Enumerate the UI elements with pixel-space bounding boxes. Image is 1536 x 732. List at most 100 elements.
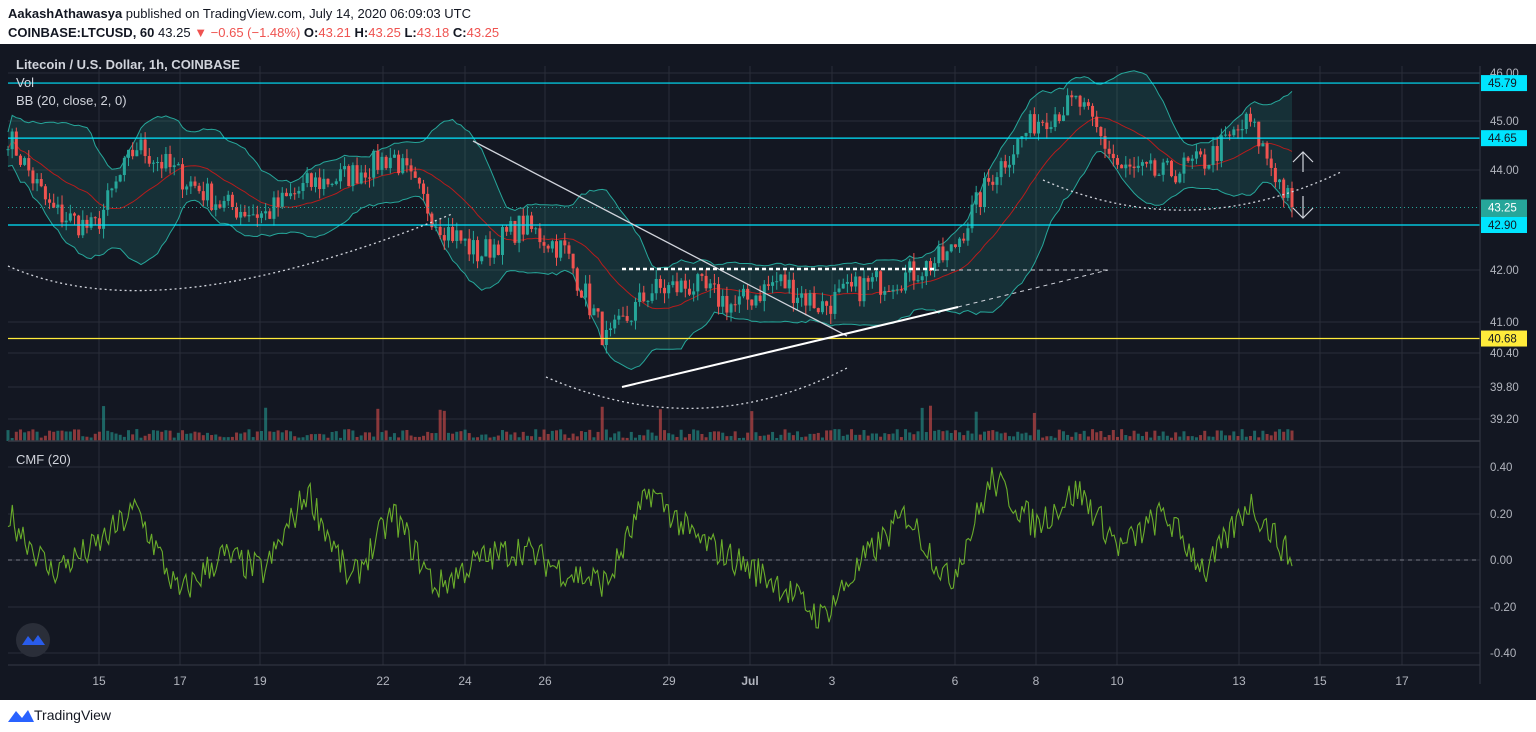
candle-body xyxy=(609,328,613,330)
candle-body xyxy=(297,190,301,194)
volume-bar xyxy=(322,434,326,441)
candle-body xyxy=(1157,174,1161,176)
volume-bar xyxy=(97,431,101,441)
chart-container[interactable]: 46.00 45.00 44.00 42.00 41.00 40.40 39.80 39.20… xyxy=(0,44,1536,700)
volume-bar xyxy=(1045,436,1049,441)
volume-bar xyxy=(1203,430,1207,441)
volume-bar xyxy=(604,429,608,441)
volume-bar xyxy=(480,434,484,441)
volume-bar xyxy=(987,430,991,441)
candle-body xyxy=(301,183,305,191)
candle-body xyxy=(205,183,209,201)
footer-brand[interactable]: TradingView xyxy=(34,707,112,723)
candle-body xyxy=(534,228,538,230)
candle-body xyxy=(1111,153,1115,159)
volume-bar xyxy=(1120,429,1124,441)
volume-bar xyxy=(538,436,542,441)
candle-body xyxy=(1103,136,1107,149)
volume-bar xyxy=(417,436,421,441)
volume-bar xyxy=(309,434,313,441)
publish-info: AakashAthawasya published on TradingView… xyxy=(8,6,471,21)
candle-body xyxy=(127,149,131,158)
bb-legend[interactable]: BB (20, close, 2, 0) xyxy=(16,93,127,108)
candle-body xyxy=(974,192,978,205)
candle-body xyxy=(10,131,14,150)
volume-bar xyxy=(305,435,309,441)
volume-bar xyxy=(168,430,172,441)
volume-bar xyxy=(766,434,770,441)
candle-body xyxy=(476,240,480,262)
candle-body xyxy=(471,240,475,255)
volume-bar xyxy=(459,431,463,441)
volume-bar xyxy=(205,432,209,441)
volume-bar xyxy=(667,433,671,441)
volume-bar xyxy=(85,436,89,441)
candle-body xyxy=(1203,154,1207,169)
volume-bar xyxy=(1219,430,1223,441)
volume-bar xyxy=(77,429,81,441)
arrow-up-icon xyxy=(1292,151,1314,172)
volume-bar xyxy=(625,437,629,441)
volume-bar xyxy=(800,437,804,441)
time-axis[interactable]: 15 17 19 22 24 26 29 Jul 3 6 8 10 13 15 17 xyxy=(92,674,1409,688)
volume-bar xyxy=(1070,436,1074,441)
volume-bar xyxy=(239,433,243,441)
candle-body xyxy=(185,186,189,190)
candle-body xyxy=(496,244,500,255)
chart-svg[interactable]: 46.0045.0044.0042.0041.0040.4039.8039.20… xyxy=(0,44,1536,700)
volume-bar xyxy=(1286,429,1290,441)
candle-body xyxy=(401,158,405,174)
candle-body xyxy=(1120,164,1124,169)
volume-bar xyxy=(297,437,301,441)
candle-body xyxy=(359,172,363,184)
volume-bar xyxy=(81,436,85,441)
volume-bar xyxy=(259,431,263,441)
candle-body xyxy=(808,293,812,306)
volume-bar xyxy=(874,433,878,441)
volume-bar xyxy=(409,435,413,441)
candle-body xyxy=(704,275,708,289)
candle-body xyxy=(874,271,878,278)
author-name[interactable]: AakashAthawasya xyxy=(8,6,123,21)
candle-body xyxy=(1211,146,1215,165)
candle-body xyxy=(546,245,550,249)
volume-bar xyxy=(1149,437,1153,441)
volume-bar xyxy=(372,436,376,441)
volume-bar xyxy=(255,431,259,441)
volume-bar xyxy=(613,433,617,441)
volume-bar xyxy=(712,431,716,441)
candle-body xyxy=(829,305,833,314)
volume-bar xyxy=(596,431,600,441)
candle-body xyxy=(235,207,239,218)
price-badge-label: 44.65 xyxy=(1488,133,1517,145)
volume-legend[interactable]: Vol xyxy=(16,75,34,90)
tradingview-brand-icon[interactable] xyxy=(6,706,36,726)
candle-body xyxy=(56,204,60,208)
volume-bar xyxy=(1020,433,1024,441)
candle-body xyxy=(733,304,737,306)
candle-body xyxy=(999,161,1003,178)
volume-bar xyxy=(1157,435,1161,441)
candle-body xyxy=(81,219,85,236)
volume-bar xyxy=(1091,429,1095,441)
cmf-axis[interactable]: 0.40 0.20 0.00 -0.20 -0.40 xyxy=(1490,462,1516,660)
high-value: 43.25 xyxy=(368,25,401,40)
volume-bar xyxy=(974,411,978,441)
candle-body xyxy=(571,253,575,269)
volume-bar xyxy=(289,431,293,441)
ascending-support-line xyxy=(621,306,959,388)
candle-body xyxy=(1032,114,1036,134)
candle-body xyxy=(156,161,160,163)
candle-body xyxy=(251,214,255,216)
publish-header: AakashAthawasya published on TradingView… xyxy=(0,0,1536,44)
volume-bar xyxy=(953,430,957,441)
candle-body xyxy=(1074,95,1078,98)
candle-body xyxy=(110,188,114,191)
cmf-legend[interactable]: CMF (20) xyxy=(16,452,71,467)
candle-body xyxy=(646,300,650,302)
candle-body xyxy=(14,131,18,156)
candle-body xyxy=(596,308,600,312)
tradingview-logo-icon[interactable] xyxy=(16,623,50,657)
candle-body xyxy=(392,154,396,158)
